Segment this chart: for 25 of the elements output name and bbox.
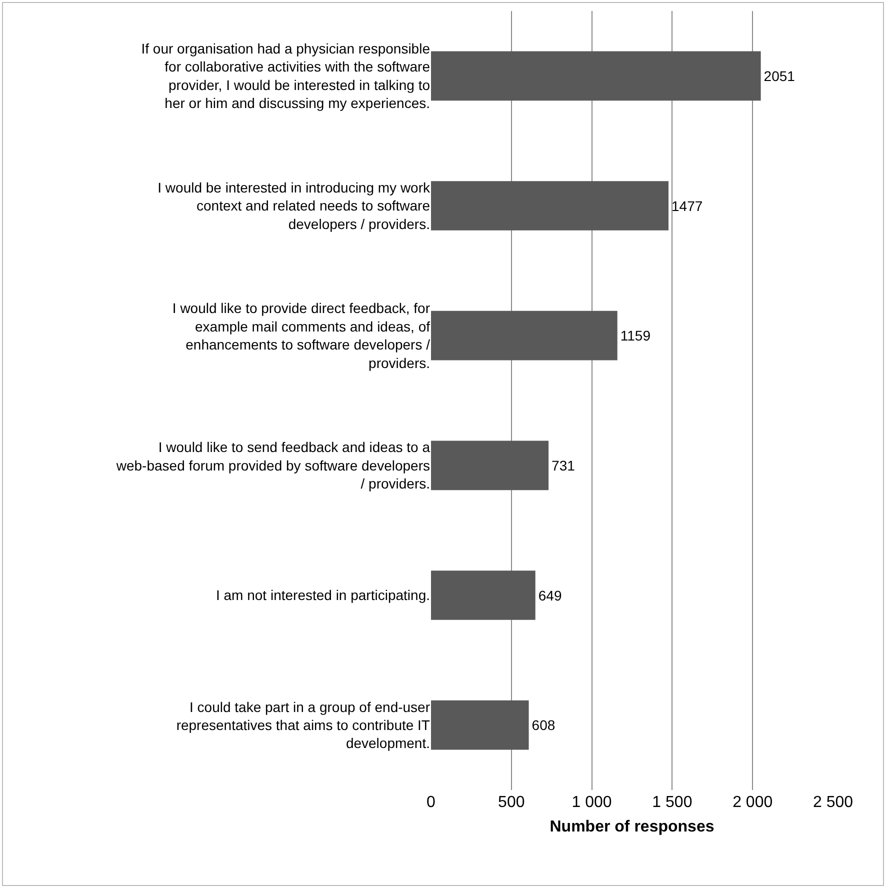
bar bbox=[431, 570, 536, 620]
y-tick-label: I would like to send feedback and ideas to a web-based forum provided by software developers / providers. bbox=[115, 439, 430, 492]
y-tick-label: If our organisation had a physician responsible for collaborative activities with the software provider, I would be interested in talking to her or him and discussing my experiences. bbox=[141, 40, 430, 112]
y-tick-label: I could take part in a group of end-user representatives that aims to contribute IT development. bbox=[176, 698, 430, 752]
y-tick-label: I would like to provide direct feedback, for example mail comments and ideas, of enhancements to software developers / providers. bbox=[172, 300, 430, 371]
data-label: 1159 bbox=[620, 328, 651, 344]
bar bbox=[431, 440, 549, 490]
y-tick-label: I would be interested in introducing my work context and related needs to software developers / providers. bbox=[158, 179, 431, 232]
x-tick-label: 1 500 bbox=[652, 794, 692, 811]
data-label: 2051 bbox=[764, 68, 796, 84]
x-tick-label: 2 000 bbox=[732, 794, 773, 811]
bar bbox=[431, 310, 618, 360]
x-tick-label: 0 bbox=[426, 794, 436, 811]
y-tick-label: I am not interested in participating. bbox=[216, 587, 430, 604]
x-tick-label: 1 000 bbox=[572, 794, 612, 811]
x-tick-label: 500 bbox=[498, 794, 525, 811]
data-label: 731 bbox=[552, 457, 576, 474]
bar bbox=[431, 181, 668, 230]
bar bbox=[431, 51, 761, 101]
bar bbox=[431, 700, 529, 750]
data-label: 649 bbox=[538, 587, 562, 604]
data-label: 1477 bbox=[672, 198, 703, 214]
x-axis-title: Number of responses bbox=[550, 818, 714, 836]
x-tick-label: 2 500 bbox=[812, 794, 854, 811]
data-label: 608 bbox=[532, 717, 556, 734]
